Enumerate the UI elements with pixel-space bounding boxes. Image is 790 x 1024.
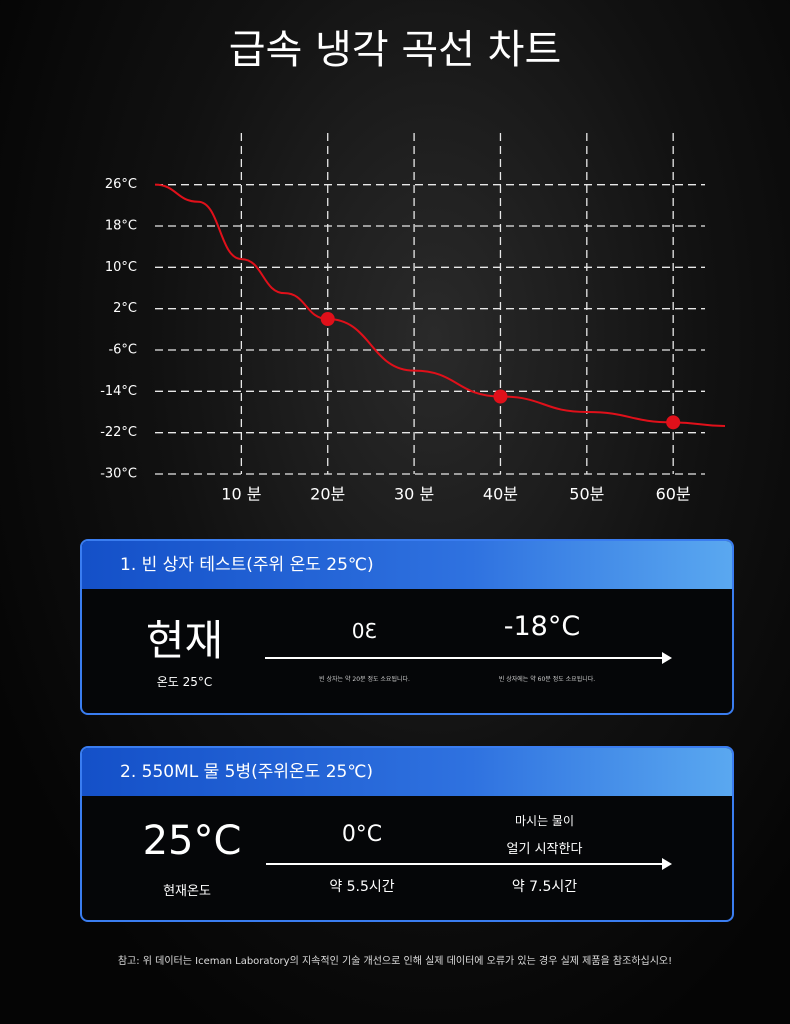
panel: 1. 빈 상자 테스트(주위 온도 25℃) 현재 온도 25°C 30 빈 상… [80,539,734,715]
current-note: 온도 25°C [156,675,213,689]
y-tick-label: -14°C [100,384,137,399]
y-tick-label: 10°C [105,260,137,275]
end-value: -18°C [503,611,581,642]
panel-header: 2. 550ML 물 5병(주위온도 25℃) [82,748,732,796]
data-point [493,389,508,404]
mid-note: 빈 상자는 약 20분 정도 소요됩니다. [319,676,410,683]
x-tick-label: 10 분 [221,485,261,504]
cooling-curve [154,183,726,427]
mid-note: 약 5.5시간 [329,879,395,895]
end-note: 빈 상자에는 약 60분 정도 소요됩니다. [498,676,596,683]
current-note: 현재온도 [163,884,211,899]
y-tick-label: -30°C [100,467,137,482]
mid-value: 0°C [341,822,383,847]
end-line: 마시는 물이 [514,814,574,828]
x-tick-label: 20분 [310,485,345,504]
y-tick-label: 2°C [113,301,137,316]
panel: 2. 550ML 물 5병(주위온도 25℃) 25°C 현재온도 0°C 약 … [80,746,734,922]
x-tick-label: 30 분 [394,485,434,504]
end-note: 약 7.5시간 [511,879,578,895]
data-point [320,312,335,326]
data-point [666,415,681,430]
footnote: 참고: 위 데이터는 Iceman Laboratory의 지속적인 기술 개선… [117,956,673,967]
y-tick-label: 18°C [105,219,137,234]
x-tick-label: 60분 [656,485,691,504]
current: 25°C [142,818,242,864]
current: 현재 [145,616,224,665]
y-tick-label: -6°C [108,343,137,358]
chart: 급속 냉각 곡선 차트 26°C 18°C 10°C 2°C -6°C -14°C -22°… [100,27,726,504]
mid-value: 30 [351,619,378,643]
panel-header: 1. 빈 상자 테스트(주위 온도 25℃) [82,541,732,589]
y-tick-label: 26°C [105,177,137,192]
end-line: 얼기 시작한다 [506,842,583,857]
y-tick-label: -22°C [100,425,137,440]
arrow [265,652,672,664]
x-tick-label: 40분 [483,485,518,504]
x-tick-label: 50분 [569,485,604,504]
chart-title: 급속 냉각 곡선 차트 [229,27,562,73]
arrow [266,858,672,870]
